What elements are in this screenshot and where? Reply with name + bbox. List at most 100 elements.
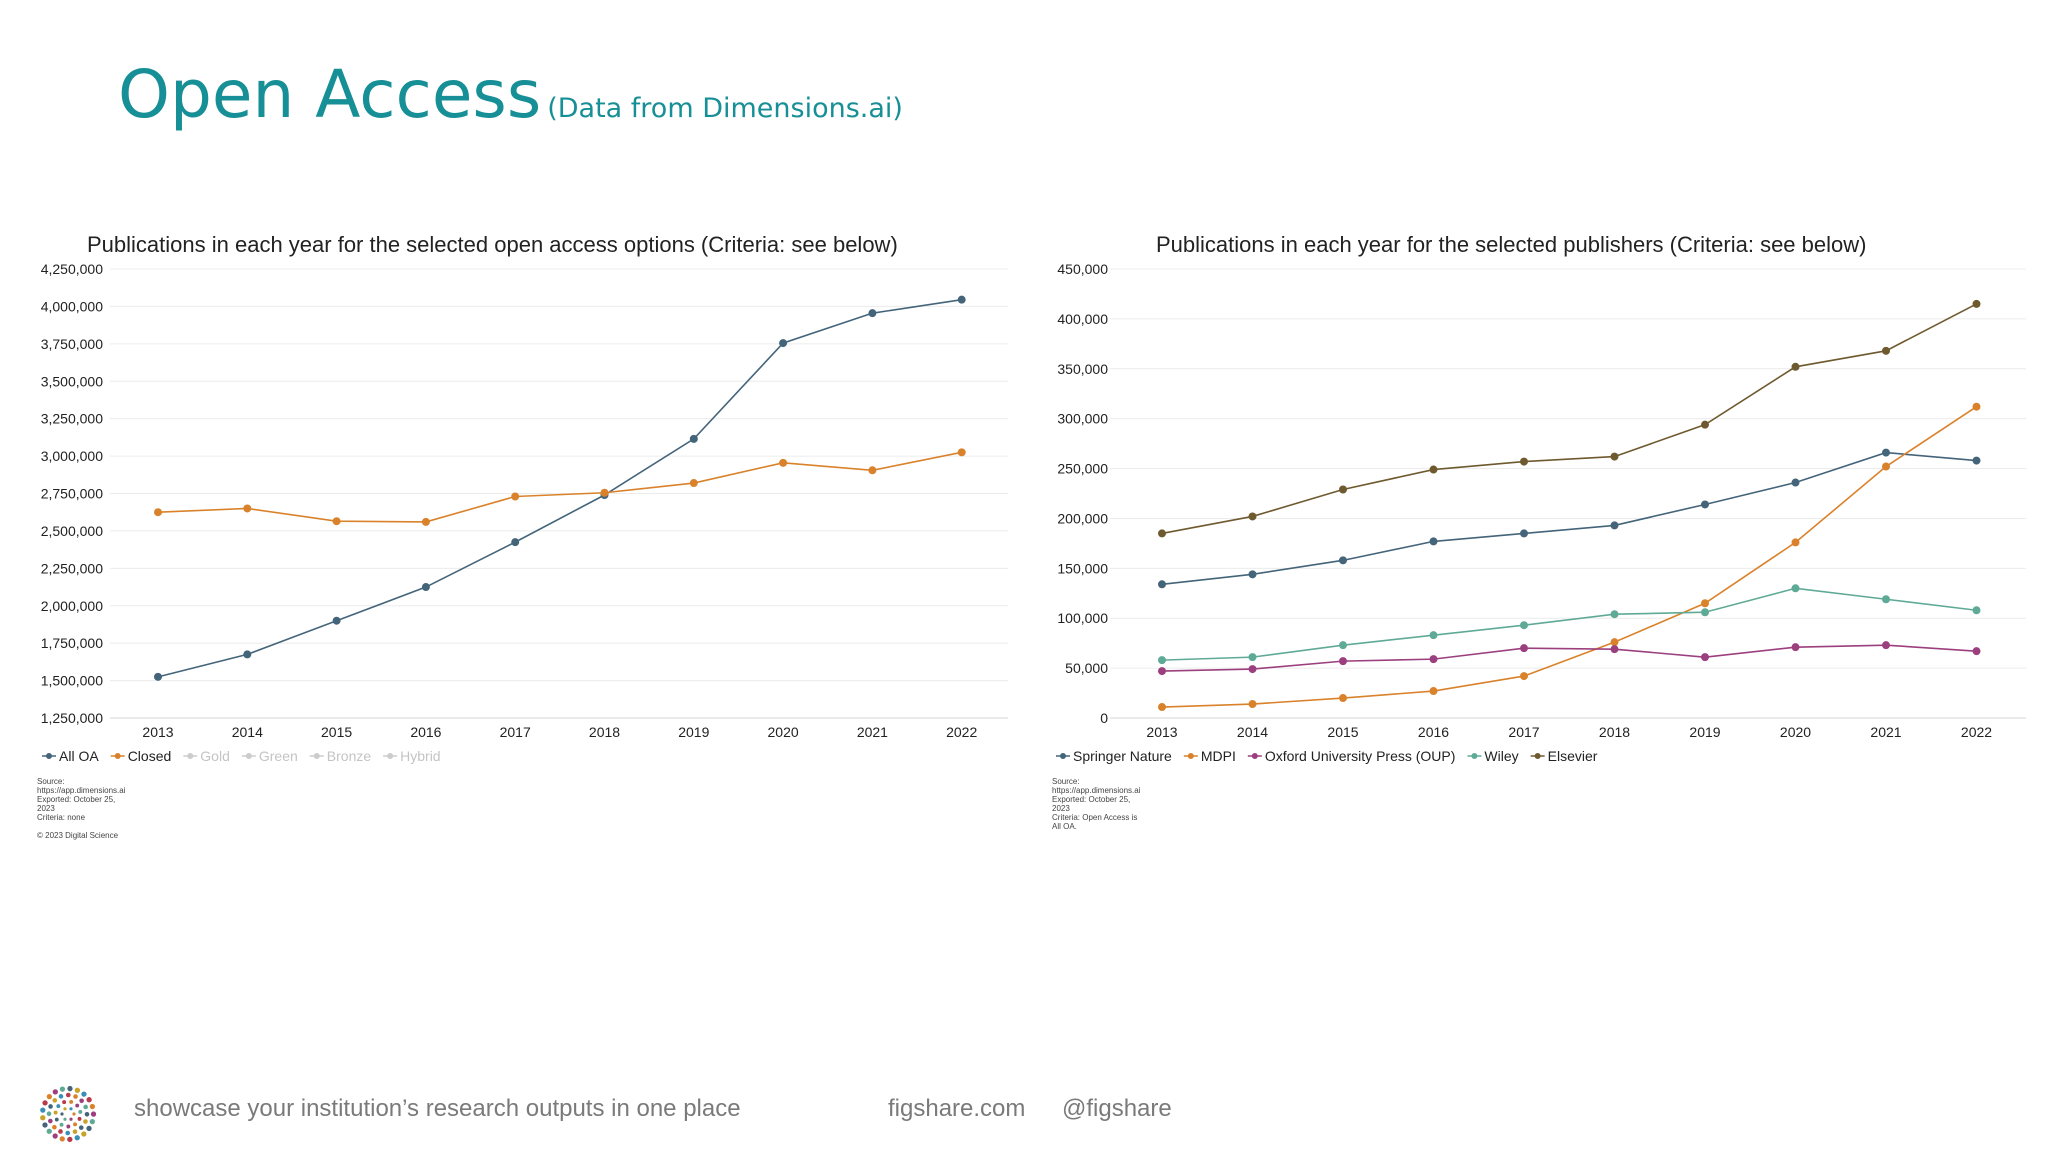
data-point [1520,621,1528,630]
y-tick-label: 250,000 [1057,461,1108,477]
logo-dot [59,1122,64,1127]
logo-dot [74,1087,81,1093]
legend-item[interactable]: Gold [183,748,230,764]
data-point [243,504,252,513]
data-point [511,492,520,501]
legend-item[interactable]: Springer Nature [1056,748,1172,764]
data-point [1610,452,1619,461]
y-tick-label: 400,000 [1057,311,1108,327]
page-subtitle: (Data from Dimensions.ai) [547,93,903,124]
data-point [1882,641,1890,650]
legend-item[interactable]: Elsevier [1530,748,1598,764]
logo-dot [69,1099,74,1104]
chart-title: Publications in each year for the select… [87,232,898,257]
logo-dot [59,1136,65,1142]
legend-item[interactable]: All OA [42,748,99,764]
data-point [332,616,341,625]
legend-label: Wiley [1484,748,1518,764]
data-point [421,583,430,592]
logo-dot [40,1107,46,1113]
logo-dot [46,1111,52,1117]
logo-dot [83,1104,88,1110]
data-point [1701,608,1709,617]
logo-dot [63,1117,67,1121]
x-tick-label: 2015 [321,724,352,740]
logo-dot [40,1115,46,1121]
y-tick-label: 4,000,000 [41,298,103,314]
legend-marker [245,753,252,759]
legend-marker [1187,753,1194,759]
logo-dot [58,1129,63,1134]
data-point [1882,346,1890,355]
y-tick-label: 450,000 [1057,261,1108,277]
footer-tagline: showcase your institution’s research out… [134,1095,741,1122]
legend-item[interactable]: MDPI [1183,748,1236,764]
y-tick-label: 3,500,000 [41,373,103,389]
logo-dot [74,1135,80,1141]
logo-dot [52,1098,58,1103]
data-point [1610,610,1619,619]
page-title-group: Open Access (Data from Dimensions.ai) [118,56,903,133]
x-tick-label: 2013 [1146,724,1177,740]
logo-dot [52,1133,58,1139]
legend-marker [1534,753,1541,759]
series-line [1161,451,1977,586]
legend-marker [1251,753,1258,759]
legend-label: Green [259,748,298,764]
logo-dot [86,1097,92,1103]
y-tick-label: 100,000 [1057,610,1108,626]
x-tick-label: 2018 [1599,724,1630,740]
legend-marker [1060,753,1066,759]
x-tick-label: 2018 [589,724,620,740]
x-tick-label: 2017 [1508,724,1539,740]
logo-dot [84,1111,90,1117]
data-point [1520,644,1528,653]
data-point [1701,653,1709,662]
source-note-left: Source: https://app.dimensions.ai Export… [37,777,126,840]
logo-dot [89,1118,95,1125]
y-tick-label: 2,250,000 [41,560,103,576]
data-point [1429,631,1438,640]
logo-dot [69,1117,73,1121]
x-tick-label: 2013 [142,724,173,740]
legend-marker [46,753,52,759]
legend-item[interactable]: Green [241,748,298,764]
footer-handle[interactable]: @figshare [1062,1095,1172,1122]
data-point [779,458,788,467]
data-point [1158,580,1166,589]
series-line [1161,406,1977,708]
x-tick-label: 2015 [1327,724,1358,740]
legend-label: Bronze [327,748,372,764]
legend-item[interactable]: Wiley [1467,748,1519,764]
x-tick-label: 2019 [1689,724,1720,740]
legend-item[interactable]: Oxford University Press (OUP) [1247,748,1456,764]
data-point [868,466,877,475]
data-point [1791,362,1800,371]
x-tick-label: 2022 [1961,724,1992,740]
data-point [154,508,162,517]
logo-dot [73,1122,78,1127]
legend-item[interactable]: Bronze [309,748,372,764]
footer-website[interactable]: figshare.com [888,1095,1026,1122]
x-tick-label: 2017 [500,724,531,740]
legend-item[interactable]: Hybrid [383,748,441,764]
legend-item[interactable]: Closed [110,748,172,764]
x-tick-label: 2014 [232,724,263,740]
data-point [1791,538,1800,547]
data-point [1158,529,1166,538]
series-line [1161,587,1977,661]
data-point [1972,647,1981,656]
source-note-right: Source: https://app.dimensions.ai Export… [1052,777,1141,831]
x-tick-label: 2021 [1870,724,1901,740]
logo-dot [81,1131,87,1137]
data-point [1339,657,1347,666]
data-point [957,295,966,304]
data-point [1429,687,1438,696]
logo-dot [59,1086,66,1092]
data-point [1248,570,1257,579]
logo-dot [58,1094,64,1099]
data-point [1520,457,1528,466]
logo-dot [48,1104,53,1109]
data-point [1972,606,1981,615]
legend-label: MDPI [1201,748,1236,764]
